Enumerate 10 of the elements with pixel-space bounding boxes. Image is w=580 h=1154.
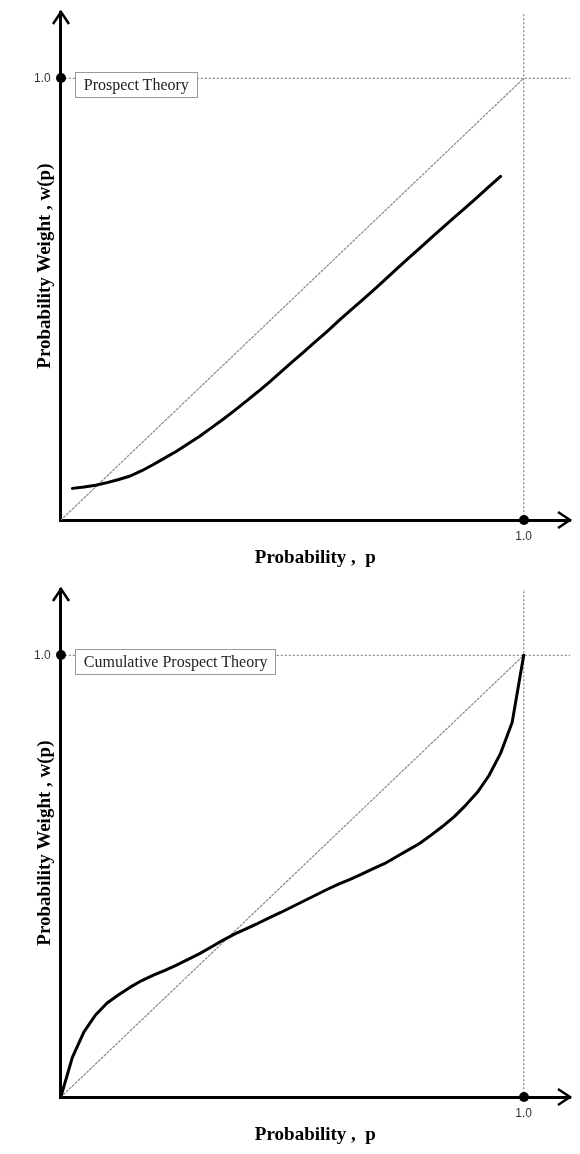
text: 1.0 bbox=[515, 1105, 533, 1120]
y-axis-title: Probability Weight , w(p) bbox=[33, 163, 56, 369]
ref-line-label: 1.0 bbox=[34, 70, 52, 85]
ref-line-label: 1.0 bbox=[34, 647, 52, 662]
y-axis-title: Probability Weight , w(p) bbox=[33, 740, 56, 946]
x-axis-title: Probability , p bbox=[254, 545, 376, 567]
chart-title: Cumulative Prospect Theory bbox=[74, 649, 277, 675]
text: 1.0 bbox=[515, 528, 533, 543]
chart-title: Prospect Theory bbox=[74, 72, 198, 98]
x-axis-title: Probability , p bbox=[254, 1122, 376, 1144]
